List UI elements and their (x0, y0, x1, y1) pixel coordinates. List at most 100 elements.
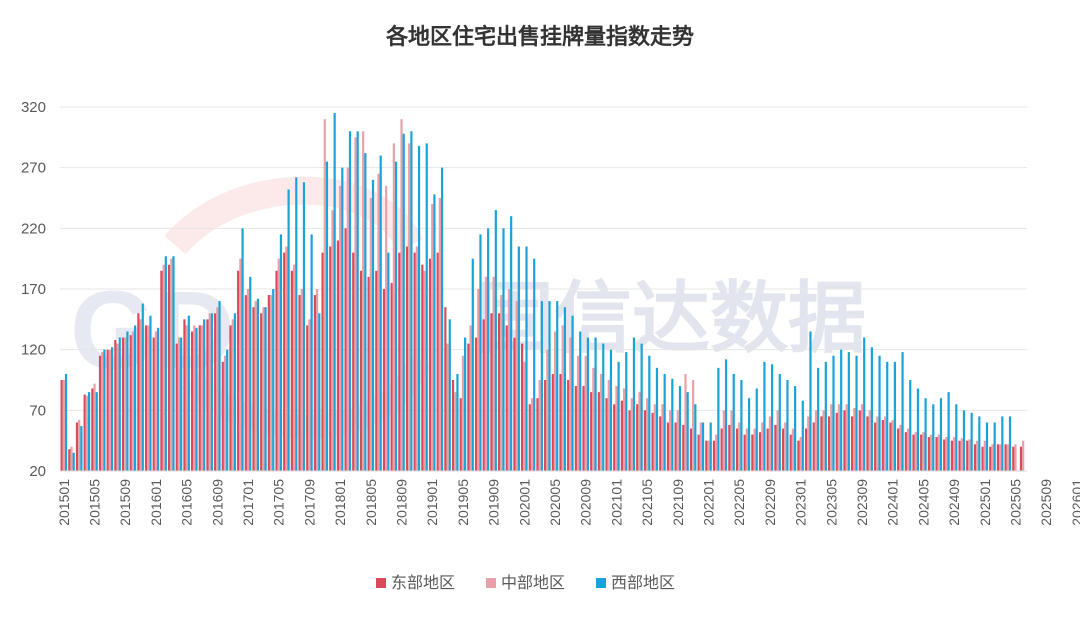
bar-east (436, 252, 439, 471)
x-tick-label: 201501 (56, 479, 72, 526)
x-tick-label: 201701 (240, 479, 256, 526)
bar-central (124, 337, 127, 471)
bar-west (264, 307, 267, 471)
bar-east (705, 440, 708, 471)
bar-west (187, 315, 190, 471)
bar-west (210, 313, 213, 471)
bar-east (851, 416, 854, 471)
x-tick-label: 201905 (455, 479, 471, 526)
bar-east (75, 422, 79, 471)
bar-west (909, 380, 912, 471)
bar-central (477, 289, 480, 471)
bar-west (525, 246, 528, 471)
bar-east (398, 252, 401, 471)
bar-central (193, 325, 196, 471)
bar-east (505, 325, 508, 471)
bar-central (177, 337, 181, 471)
bar-east (651, 412, 654, 471)
bar-central (983, 440, 986, 471)
x-tick-label: 201901 (424, 479, 440, 526)
bar-central (85, 395, 88, 471)
x-tick-label: 201801 (332, 479, 348, 526)
bar-east (1012, 446, 1015, 471)
bar-east (835, 412, 838, 471)
bar-east (981, 446, 984, 471)
bar-east (820, 416, 823, 471)
bar-central (937, 434, 940, 471)
x-tick-label: 202401 (885, 479, 901, 526)
bar-east (336, 240, 340, 471)
bar-east (889, 422, 892, 471)
x-tick-label: 202505 (1007, 479, 1023, 526)
bar-central (423, 270, 426, 471)
bar-central (899, 424, 902, 471)
bar-west (310, 234, 313, 471)
bar-west (579, 331, 582, 471)
bar-west (724, 359, 728, 471)
bar-east (474, 337, 478, 471)
bar-central (661, 404, 664, 471)
bar-central (538, 380, 541, 471)
bar-east (927, 437, 930, 471)
bar-east (413, 252, 416, 471)
bar-central (707, 440, 710, 471)
x-tick-label: 202601 (1069, 479, 1080, 526)
bar-central (960, 438, 963, 471)
bar-east (620, 400, 623, 471)
bar-central (891, 420, 894, 471)
bar-east (421, 264, 424, 471)
bar-west (103, 349, 106, 471)
bar-east (221, 361, 224, 471)
bar-west (157, 327, 160, 471)
bar-west (287, 189, 290, 471)
bar-east (60, 380, 63, 471)
bar-east (574, 386, 577, 471)
bar-east (175, 343, 178, 471)
bar-east (858, 410, 861, 471)
bar-central (837, 404, 841, 471)
bar-west (678, 386, 682, 471)
x-tick-label: 202109 (670, 479, 686, 526)
bar-central (216, 307, 219, 471)
bar-central (323, 119, 326, 471)
bar-central (339, 185, 342, 471)
bar-east (198, 325, 201, 471)
bar-east (966, 440, 969, 471)
bar-east (521, 343, 524, 471)
bar-west (840, 349, 843, 471)
bar-west (456, 373, 459, 471)
bar-west (479, 234, 482, 471)
bar-central (185, 325, 188, 471)
x-tick-label: 202405 (915, 479, 931, 526)
bar-west (924, 398, 927, 471)
bar-west (932, 404, 935, 471)
bar-east (781, 428, 785, 471)
legend-label: 东部地区 (391, 573, 455, 592)
x-axis: 201501 201505 201509 201601 201605 201609 2017… (56, 479, 1080, 526)
bar-east (367, 276, 370, 471)
bar-east (828, 416, 831, 471)
bar-central (431, 204, 434, 471)
bar-east (912, 434, 915, 471)
bar-east (260, 313, 263, 471)
bar-west (985, 422, 989, 471)
bar-west (256, 298, 259, 471)
bar-east (214, 313, 217, 471)
bar-central (131, 331, 135, 471)
bar-west (809, 331, 812, 471)
bar-west (571, 315, 574, 471)
bar-west (387, 252, 390, 471)
bar-east (1004, 444, 1007, 471)
bar-central (377, 173, 380, 472)
bar-east (252, 307, 255, 471)
y-tick-label: 20 (29, 463, 46, 480)
bar-west (686, 392, 689, 471)
bar-central (70, 446, 73, 471)
bar-central (101, 352, 104, 471)
legend-label: 西部地区 (611, 573, 675, 592)
x-tick-label: 201605 (179, 479, 195, 526)
bar-central (592, 367, 595, 471)
bar-central (408, 143, 411, 471)
bar-central (906, 428, 910, 471)
bar-west (878, 355, 881, 471)
